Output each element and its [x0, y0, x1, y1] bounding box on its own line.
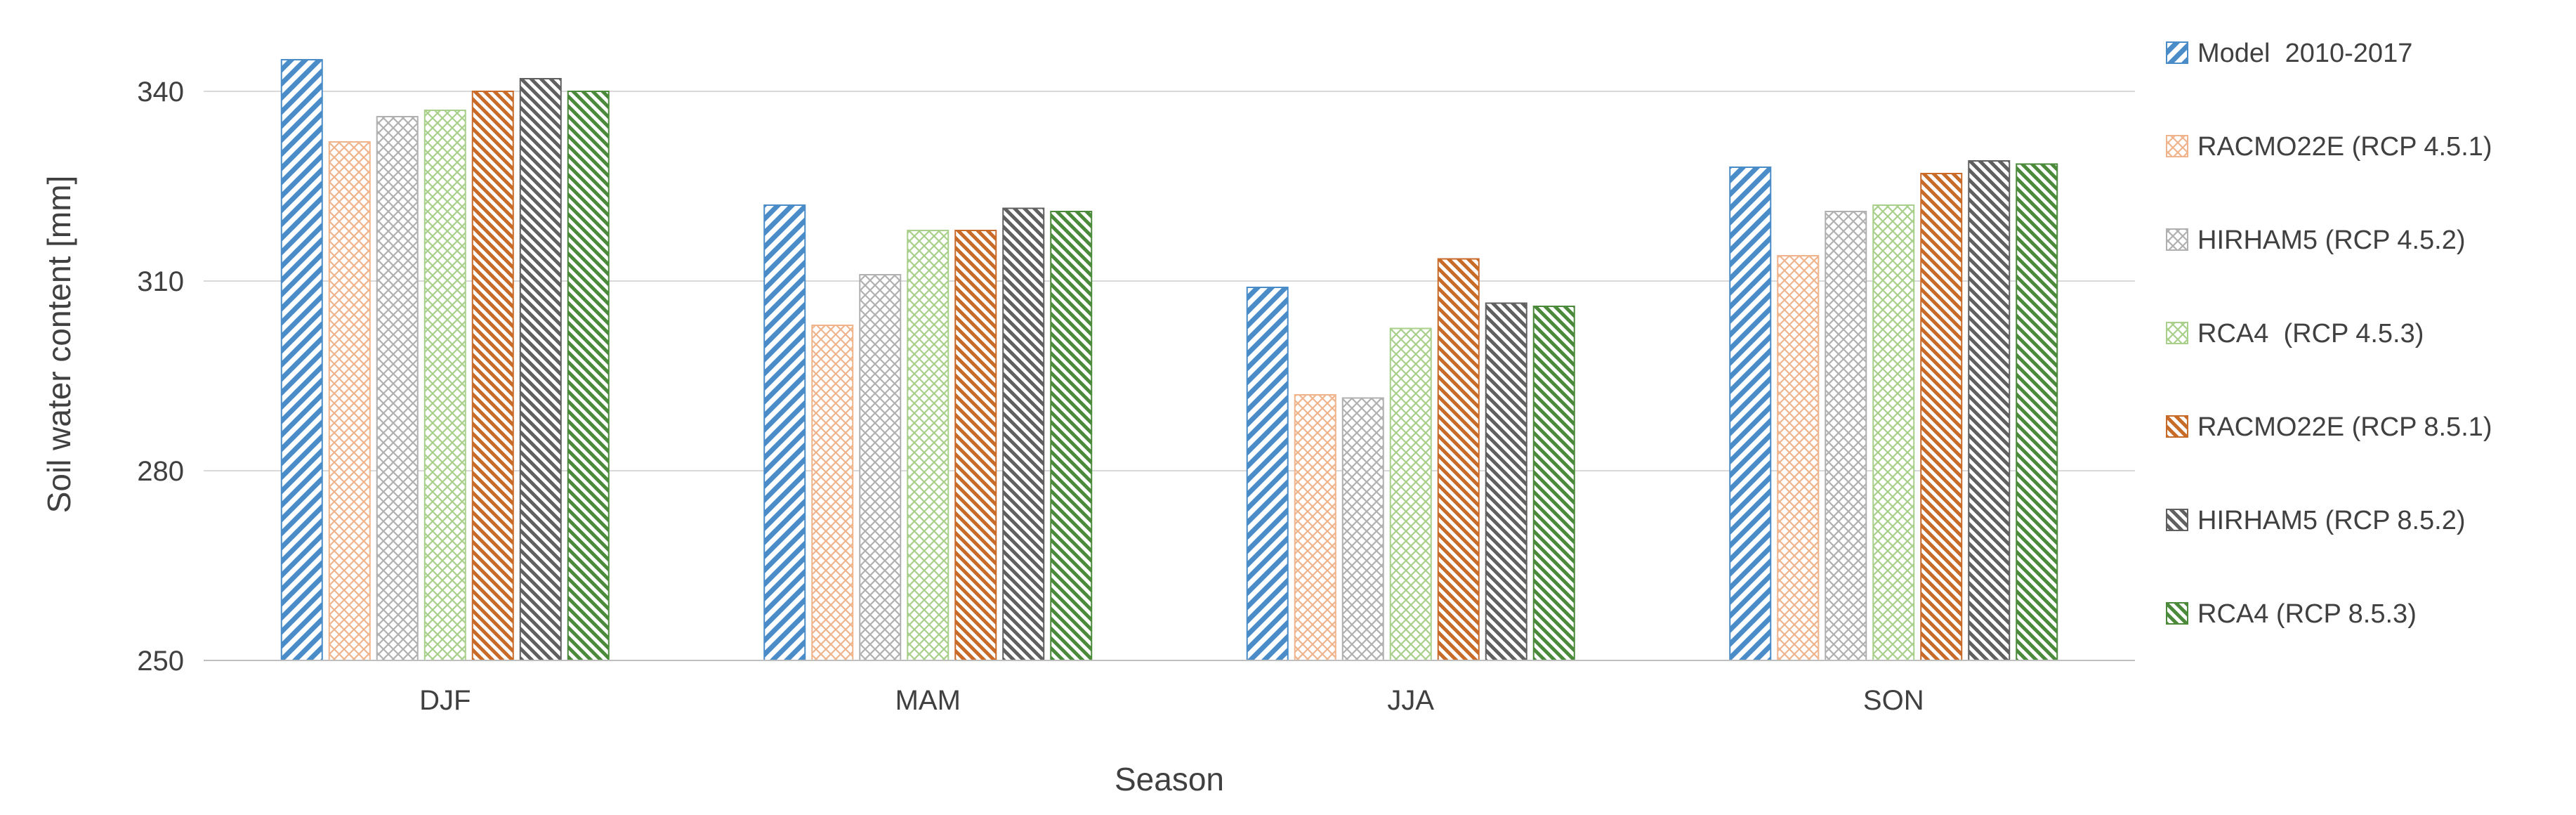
legend-swatch-3 [2166, 322, 2188, 344]
x-tick-label-mam: MAM [895, 685, 961, 716]
bar-djf-series-6 [567, 91, 610, 661]
legend-label-6: RCA4 (RCP 8.5.3) [2197, 599, 2417, 629]
legend-swatch-0 [2166, 41, 2188, 64]
legend-swatch-5 [2166, 509, 2188, 531]
legend-entry-2: HIRHAM5 (RCP 4.5.2) [2166, 226, 2466, 255]
bars [280, 59, 2058, 661]
bar-son-series-2 [1825, 211, 1867, 661]
bar-djf-series-0 [280, 59, 323, 661]
bar-mam-series-0 [763, 204, 806, 661]
legend-label-1: RACMO22E (RCP 4.5.1) [2197, 132, 2492, 162]
y-axis-title: Soil water content [mm] [41, 176, 77, 514]
bar-jja-series-4 [1437, 258, 1480, 661]
legend-label-0: Model 2010-2017 [2197, 39, 2412, 68]
x-tick-label-son: SON [1863, 685, 1924, 716]
bar-djf-series-1 [328, 141, 371, 661]
x-tick-label-jja: JJA [1387, 685, 1434, 716]
legend-label-4: RACMO22E (RCP 8.5.1) [2197, 412, 2492, 442]
bar-mam-series-5 [1002, 207, 1045, 661]
bar-djf-series-3 [423, 110, 466, 661]
y-tick-label-310: 310 [137, 266, 184, 297]
legend-entry-5: HIRHAM5 (RCP 8.5.2) [2166, 506, 2466, 535]
legend-entry-0: Model 2010-2017 [2166, 39, 2412, 68]
axes: 250 280 310 340 DJF MAM JJA SON Season Soil water… [41, 77, 2135, 797]
bar-djf-series-5 [519, 78, 562, 661]
legend: Model 2010-2017 RACMO22E (RCP 4.5.1) HIRHA… [2166, 39, 2492, 629]
legend-entry-6: RCA4 (RCP 8.5.3) [2166, 599, 2417, 629]
legend-swatch-4 [2166, 415, 2188, 438]
legend-label-3: RCA4 (RCP 4.5.3) [2197, 319, 2424, 348]
legend-entry-4: RACMO22E (RCP 8.5.1) [2166, 412, 2492, 442]
y-tick-label-280: 280 [137, 456, 184, 487]
x-axis-title: Season [1115, 761, 1224, 797]
bar-jja-series-5 [1485, 302, 1527, 661]
bar-mam-series-2 [859, 274, 902, 661]
bar-jja-series-2 [1341, 397, 1384, 661]
legend-swatch-1 [2166, 135, 2188, 157]
bar-son-series-3 [1872, 204, 1915, 661]
legend-swatch-6 [2166, 602, 2188, 625]
bar-mam-series-3 [907, 230, 949, 661]
legend-label-2: HIRHAM5 (RCP 4.5.2) [2197, 226, 2466, 255]
bar-son-series-6 [2016, 163, 2058, 661]
bar-mam-series-6 [1050, 211, 1093, 661]
bar-son-series-1 [1777, 255, 1820, 661]
legend-entry-3: RCA4 (RCP 4.5.3) [2166, 319, 2424, 348]
bar-son-series-4 [1920, 173, 1963, 661]
bar-mam-series-4 [954, 230, 997, 661]
bar-djf-series-4 [471, 91, 514, 661]
bar-son-series-0 [1729, 167, 1772, 661]
bar-jja-series-0 [1246, 287, 1289, 661]
legend-swatch-2 [2166, 228, 2188, 251]
x-tick-label-djf: DJF [419, 685, 471, 716]
bar-jja-series-6 [1532, 306, 1575, 661]
legend-entry-1: RACMO22E (RCP 4.5.1) [2166, 132, 2492, 162]
legend-label-5: HIRHAM5 (RCP 8.5.2) [2197, 506, 2466, 535]
bar-jja-series-1 [1294, 394, 1336, 661]
y-tick-label-250: 250 [137, 646, 184, 677]
bar-mam-series-1 [811, 325, 854, 661]
bar-jja-series-3 [1389, 327, 1432, 661]
y-tick-label-340: 340 [137, 77, 184, 107]
bar-djf-series-2 [376, 116, 419, 661]
bar-son-series-5 [1968, 160, 2011, 661]
